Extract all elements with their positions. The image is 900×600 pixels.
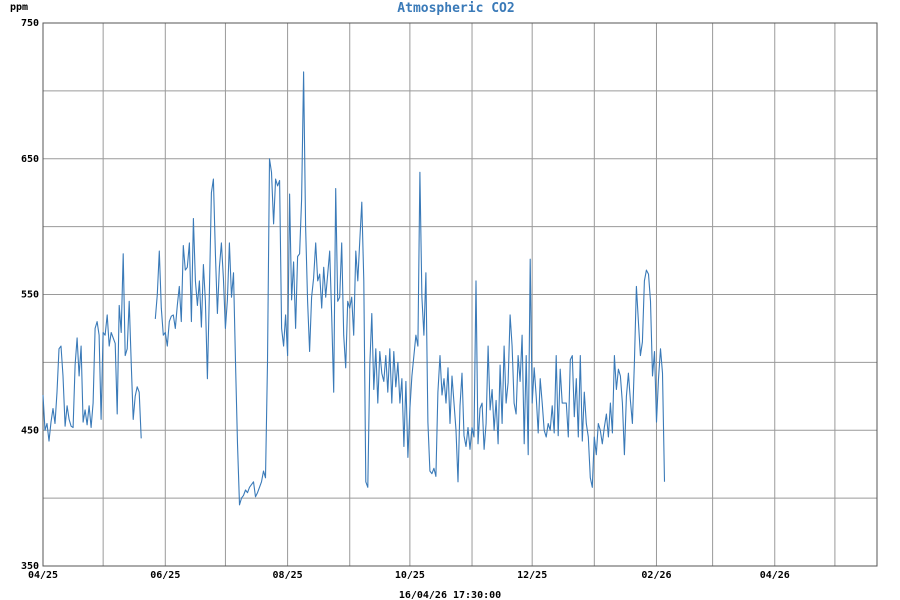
y-tick-label: 450: [21, 425, 39, 436]
timestamp-label: 16/04/26 17:30:00: [399, 590, 501, 600]
y-tick-label: 750: [21, 18, 39, 29]
y-tick-label: 550: [21, 290, 39, 301]
co2-series-line: [42, 253, 142, 442]
co2-series-line: [154, 71, 666, 506]
x-tick-label: 08/25: [273, 570, 303, 581]
y-tick-label: 650: [21, 154, 39, 165]
y-tick-label: 350: [21, 561, 39, 572]
series-group: [42, 71, 666, 506]
plot-frame: [42, 22, 878, 567]
x-tick-label: 02/26: [641, 570, 671, 581]
x-tick-label: 10/25: [395, 570, 425, 581]
x-tick-label: 04/26: [760, 570, 790, 581]
x-tick-label: 06/25: [150, 570, 180, 581]
x-tick-label: 12/25: [517, 570, 547, 581]
chart-title: Atmospheric CO2: [397, 1, 514, 16]
y-axis-label: ppm: [10, 2, 28, 13]
grid: [42, 22, 878, 567]
x-tick-label: 04/25: [28, 570, 58, 581]
tick-labels: 350 450 550 650 750 04/25 06/25 08/25 10/25 12/25…: [21, 18, 790, 581]
